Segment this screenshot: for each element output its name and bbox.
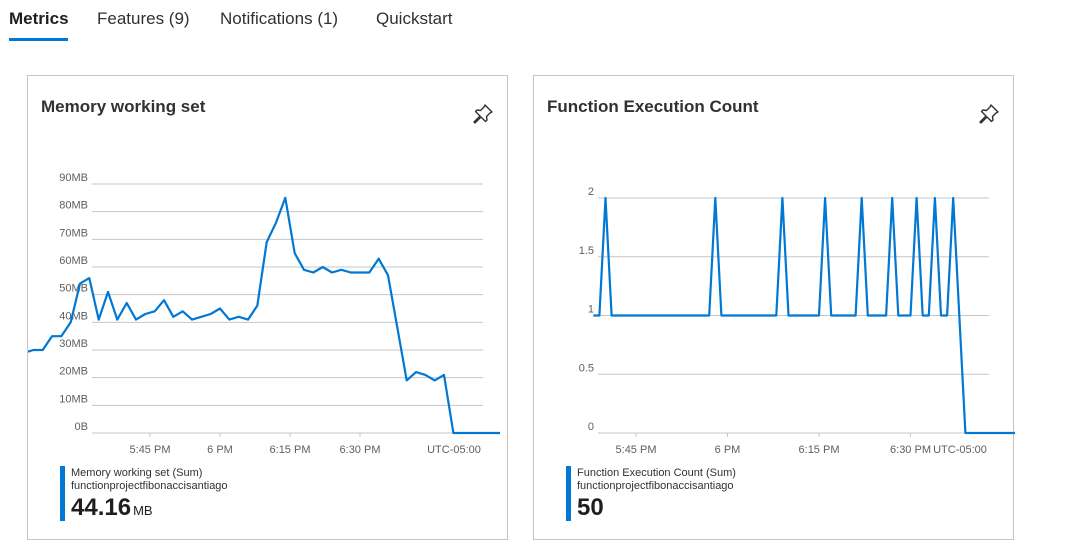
- x-tick-label: 6:30 PM: [340, 444, 381, 456]
- y-tick-label: 1: [588, 304, 594, 316]
- tab-features[interactable]: Features (9): [97, 9, 190, 28]
- legend-value: 50: [577, 494, 606, 522]
- legend-metric-name: Function Execution Count (Sum): [577, 467, 736, 479]
- memory-working-set-card[interactable]: Memory working set 0B 10MB 20MB 30MB 40MB 50M…: [27, 75, 508, 540]
- timezone-label: UTC-05:00: [933, 444, 987, 456]
- pin-icon[interactable]: [977, 102, 1001, 126]
- y-tick-label: 20MB: [59, 366, 88, 378]
- legend-value-number: 44.16: [71, 494, 132, 521]
- y-tick-label: 10MB: [59, 393, 88, 405]
- y-tick-label: 60MB: [59, 255, 88, 267]
- y-tick-label: 2: [588, 186, 594, 198]
- y-tick-label: 70MB: [59, 227, 88, 239]
- x-tick-label: 6:30 PM: [890, 444, 931, 456]
- y-tick-label: 90MB: [59, 172, 88, 184]
- x-tick-label: 5:45 PM: [616, 444, 657, 456]
- execution-count-chart: 0 0.5 1 1.5 2 5:45 PM 6 PM 6:15 PM 6:30 PM UTC-05…: [579, 186, 1015, 456]
- legend-value-unit: MB: [133, 503, 153, 518]
- legend-value: 44.16 MB: [71, 494, 153, 522]
- tab-notifications[interactable]: Notifications (1): [220, 9, 339, 28]
- tab-quickstart[interactable]: Quickstart: [376, 9, 453, 28]
- y-tick-label: 0.5: [579, 362, 594, 374]
- function-execution-count-card[interactable]: Function Execution Count 0 0.5 1 1.5 2 5:45 P…: [533, 75, 1015, 540]
- timezone-label: UTC-05:00: [427, 444, 481, 456]
- legend-resource-name: functionprojectfibonaccisantiago: [577, 480, 734, 492]
- series-line[interactable]: [28, 196, 500, 435]
- legend-color-bar: [60, 466, 65, 521]
- x-tick-label: 6 PM: [207, 444, 233, 456]
- legend-value-number: 50: [577, 494, 604, 521]
- y-tick-label: 40MB: [59, 310, 88, 322]
- y-tick-label: 1.5: [579, 245, 594, 257]
- y-tick-label: 0B: [75, 421, 88, 433]
- legend-color-bar: [566, 466, 571, 521]
- card-title: Function Execution Count: [547, 97, 759, 116]
- pin-icon[interactable]: [471, 102, 495, 126]
- y-tick-label: 30MB: [59, 338, 88, 350]
- y-tick-label: 50MB: [59, 283, 88, 295]
- legend-resource-name: functionprojectfibonaccisantiago: [71, 480, 228, 492]
- x-tick-label: 6:15 PM: [270, 444, 311, 456]
- legend-metric-name: Memory working set (Sum): [71, 467, 203, 479]
- x-tick-label: 6 PM: [715, 444, 741, 456]
- active-tab-indicator: [9, 38, 68, 41]
- memory-chart: 0B 10MB 20MB 30MB 40MB 50MB 60MB 70MB 80MB 90MB 5:…: [28, 172, 500, 456]
- x-tick-label: 6:15 PM: [799, 444, 840, 456]
- x-tick-label: 5:45 PM: [130, 444, 171, 456]
- tab-metrics[interactable]: Metrics: [9, 9, 69, 28]
- series-line[interactable]: [593, 196, 1015, 435]
- card-title: Memory working set: [41, 97, 206, 116]
- y-tick-label: 80MB: [59, 200, 88, 212]
- tab-bar: Metrics Features (9) Notifications (1) Q…: [0, 0, 1091, 44]
- y-tick-label: 0: [588, 421, 594, 433]
